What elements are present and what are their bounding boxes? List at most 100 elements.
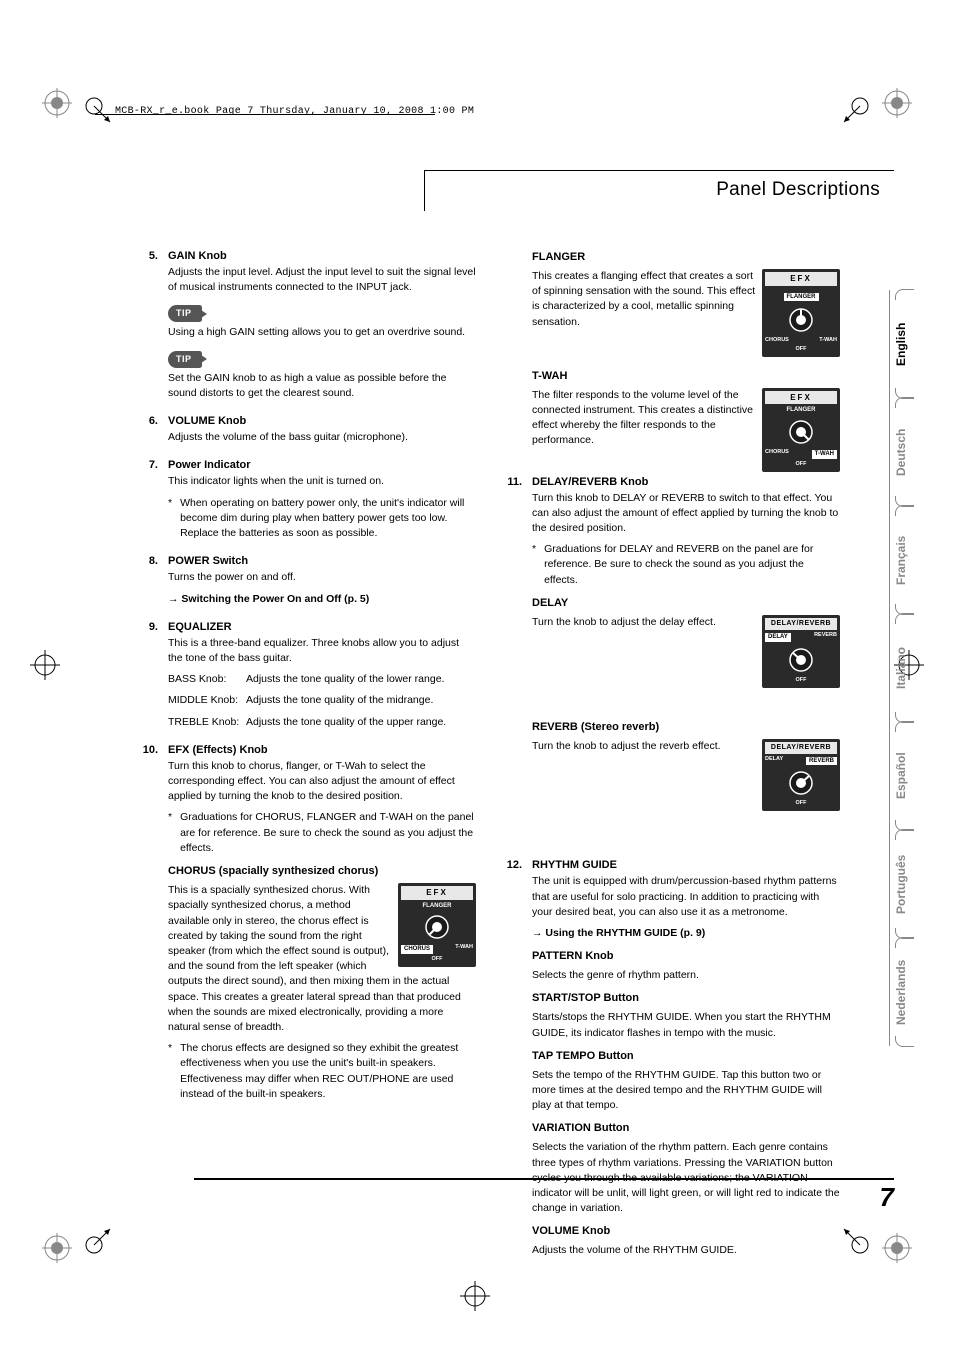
item-title: DELAY/REVERB Knob <box>532 476 648 488</box>
page-number: 7 <box>194 1178 894 1213</box>
reg-mark-br <box>882 1233 912 1263</box>
sub-heading: T-WAH <box>532 369 840 385</box>
sub-heading: CHORUS (spacially synthesized chorus) <box>168 864 476 880</box>
sub-heading: VOLUME Knob <box>532 1224 840 1240</box>
lang-tab-english[interactable]: English <box>889 290 912 398</box>
sub-heading: TAP TEMPO Button <box>532 1049 840 1065</box>
lang-tab-espanol[interactable]: Español <box>889 722 912 830</box>
sub-heading: DELAY <box>532 596 840 612</box>
item-num: 6. <box>140 415 158 427</box>
meta-text: MCB-RX_r_e.book Page 7 Thursday, January… <box>115 106 474 117</box>
knob-label: OFF <box>765 346 837 354</box>
knob-label: CHORUS <box>765 337 789 345</box>
knob-label: FLANGER <box>784 293 819 302</box>
knob-title: EFX <box>765 272 837 286</box>
crop-arrow-bl <box>82 1227 112 1257</box>
item-num: 9. <box>140 621 158 633</box>
header-meta: MCB-RX_r_e.book Page 7 Thursday, January… <box>115 106 474 117</box>
language-tabs: English Deutsch Français Italiano Españo… <box>889 290 912 1046</box>
knob-label: OFF <box>401 956 473 964</box>
sub-heading: FLANGER <box>532 250 840 266</box>
eq-desc: Adjusts the tone quality of the lower ra… <box>246 672 444 687</box>
bullet-icon: * <box>168 496 172 542</box>
knob-label: DELAY <box>765 633 791 642</box>
knob-label: OFF <box>765 461 837 469</box>
item-num: 10. <box>140 744 158 756</box>
knob-label: OFF <box>765 677 837 685</box>
eq-label: TREBLE Knob: <box>168 715 246 730</box>
body-text: Adjusts the input level. Adjust the inpu… <box>168 265 476 295</box>
reg-mark-bc <box>460 1281 490 1311</box>
efx-flanger-figure: EFX FLANGER CHORUS T-WAH OFF <box>762 269 840 357</box>
body-text: The unit is equipped with drum/percussio… <box>532 874 840 920</box>
body-text: Selects the genre of rhythm pattern. <box>532 968 840 983</box>
sub-heading: START/STOP Button <box>532 991 840 1007</box>
efx-twah-figure: EFX FLANGER CHORUS T-WAH OFF <box>762 388 840 472</box>
knob-label: REVERB <box>806 757 837 766</box>
body-text: Adjusts the volume of the RHYTHM GUIDE. <box>532 1243 840 1258</box>
item-title: EQUALIZER <box>168 621 232 633</box>
knob-title: DELAY/REVERB <box>765 618 837 630</box>
tip-badge: TIP <box>168 351 202 368</box>
item-num: 5. <box>140 250 158 262</box>
item-title: VOLUME Knob <box>168 415 246 427</box>
body-text: Turn this knob to chorus, flanger, or T-… <box>168 759 476 805</box>
right-column: FLANGER EFX FLANGER CHORUST-WAH OFF This… <box>504 250 840 1273</box>
item-num: 7. <box>140 459 158 471</box>
tip-text: Set the GAIN knob to as high a value as … <box>168 371 476 401</box>
item-volume: 6.VOLUME Knob Adjusts the volume of the … <box>140 415 476 445</box>
content-area: 5. GAIN Knob Adjusts the input level. Adj… <box>140 250 840 1273</box>
lang-tab-portugues[interactable]: Português <box>889 830 912 938</box>
knob-label: FLANGER <box>765 406 837 415</box>
item-power-switch: 8. POWER Switch Turns the power on and of… <box>140 555 476 606</box>
item-num: 8. <box>140 555 158 567</box>
item-title: EFX (Effects) Knob <box>168 744 268 756</box>
item-num: 12. <box>504 859 522 871</box>
sub-heading: REVERB (Stereo reverb) <box>532 720 840 736</box>
reg-mark-ml <box>30 650 60 680</box>
knob-title: EFX <box>401 886 473 900</box>
body-text: This is a three-band equalizer. Three kn… <box>168 636 476 666</box>
left-column: 5. GAIN Knob Adjusts the input level. Adj… <box>140 250 476 1273</box>
bullet-text: The chorus effects are designed so they … <box>180 1041 476 1102</box>
knob-label: T-WAH <box>819 337 837 345</box>
knob-label: REVERB <box>814 632 837 643</box>
body-text: Sets the tempo of the RHYTHM GUIDE. Tap … <box>532 1068 840 1114</box>
lang-tab-francais[interactable]: Français <box>889 506 912 614</box>
crop-arrow-br <box>842 1227 872 1257</box>
lang-tab-deutsch[interactable]: Deutsch <box>889 398 912 506</box>
item-num: 11. <box>504 476 522 488</box>
knob-title: DELAY/REVERB <box>765 742 837 754</box>
bullet-icon: * <box>168 1041 172 1102</box>
knob-label: T-WAH <box>812 450 837 459</box>
efx-chorus-figure: EFX FLANGER CHORUST-WAH OFF <box>398 883 476 967</box>
bullet-text: When operating on battery power only, th… <box>180 496 476 542</box>
item-title: Power Indicator <box>168 459 251 471</box>
sub-heading: PATTERN Knob <box>532 949 840 965</box>
item-efx: 10. EFX (Effects) Knob Turn this knob to … <box>140 744 476 1102</box>
body-text: This indicator lights when the unit is t… <box>168 474 476 489</box>
reverb-figure: DELAY/REVERB DELAYREVERB OFF <box>762 739 840 812</box>
crop-arrow-tr <box>842 94 872 124</box>
item-title: GAIN Knob <box>168 250 227 262</box>
bullet-text: Graduations for DELAY and REVERB on the … <box>544 542 840 588</box>
bullet-icon: * <box>532 542 536 588</box>
lang-tab-nederlands[interactable]: Nederlands <box>889 938 912 1046</box>
body-text: Turns the power on and off. <box>168 570 476 585</box>
knob-title: EFX <box>765 391 837 405</box>
knob-label: CHORUS <box>765 449 789 460</box>
eq-label: MIDDLE Knob: <box>168 693 246 708</box>
lang-tab-italiano[interactable]: Italiano <box>889 614 912 722</box>
eq-desc: Adjusts the tone quality of the midrange… <box>246 693 433 708</box>
knob-label: CHORUS <box>401 945 433 954</box>
delay-figure: DELAY/REVERB DELAY REVERB OFF <box>762 615 840 688</box>
item-gain: 5. GAIN Knob Adjusts the input level. Adj… <box>140 250 476 401</box>
item-title: RHYTHM GUIDE <box>532 859 617 871</box>
section-title: Panel Descriptions <box>424 170 894 211</box>
item-power-indicator: 7. Power Indicator This indicator lights … <box>140 459 476 541</box>
reg-mark-bl <box>42 1233 72 1263</box>
item-title: POWER Switch <box>168 555 248 567</box>
eq-desc: Adjusts the tone quality of the upper ra… <box>246 715 446 730</box>
reg-mark-tl <box>42 88 72 118</box>
body-text: Starts/stops the RHYTHM GUIDE. When you … <box>532 1010 840 1040</box>
